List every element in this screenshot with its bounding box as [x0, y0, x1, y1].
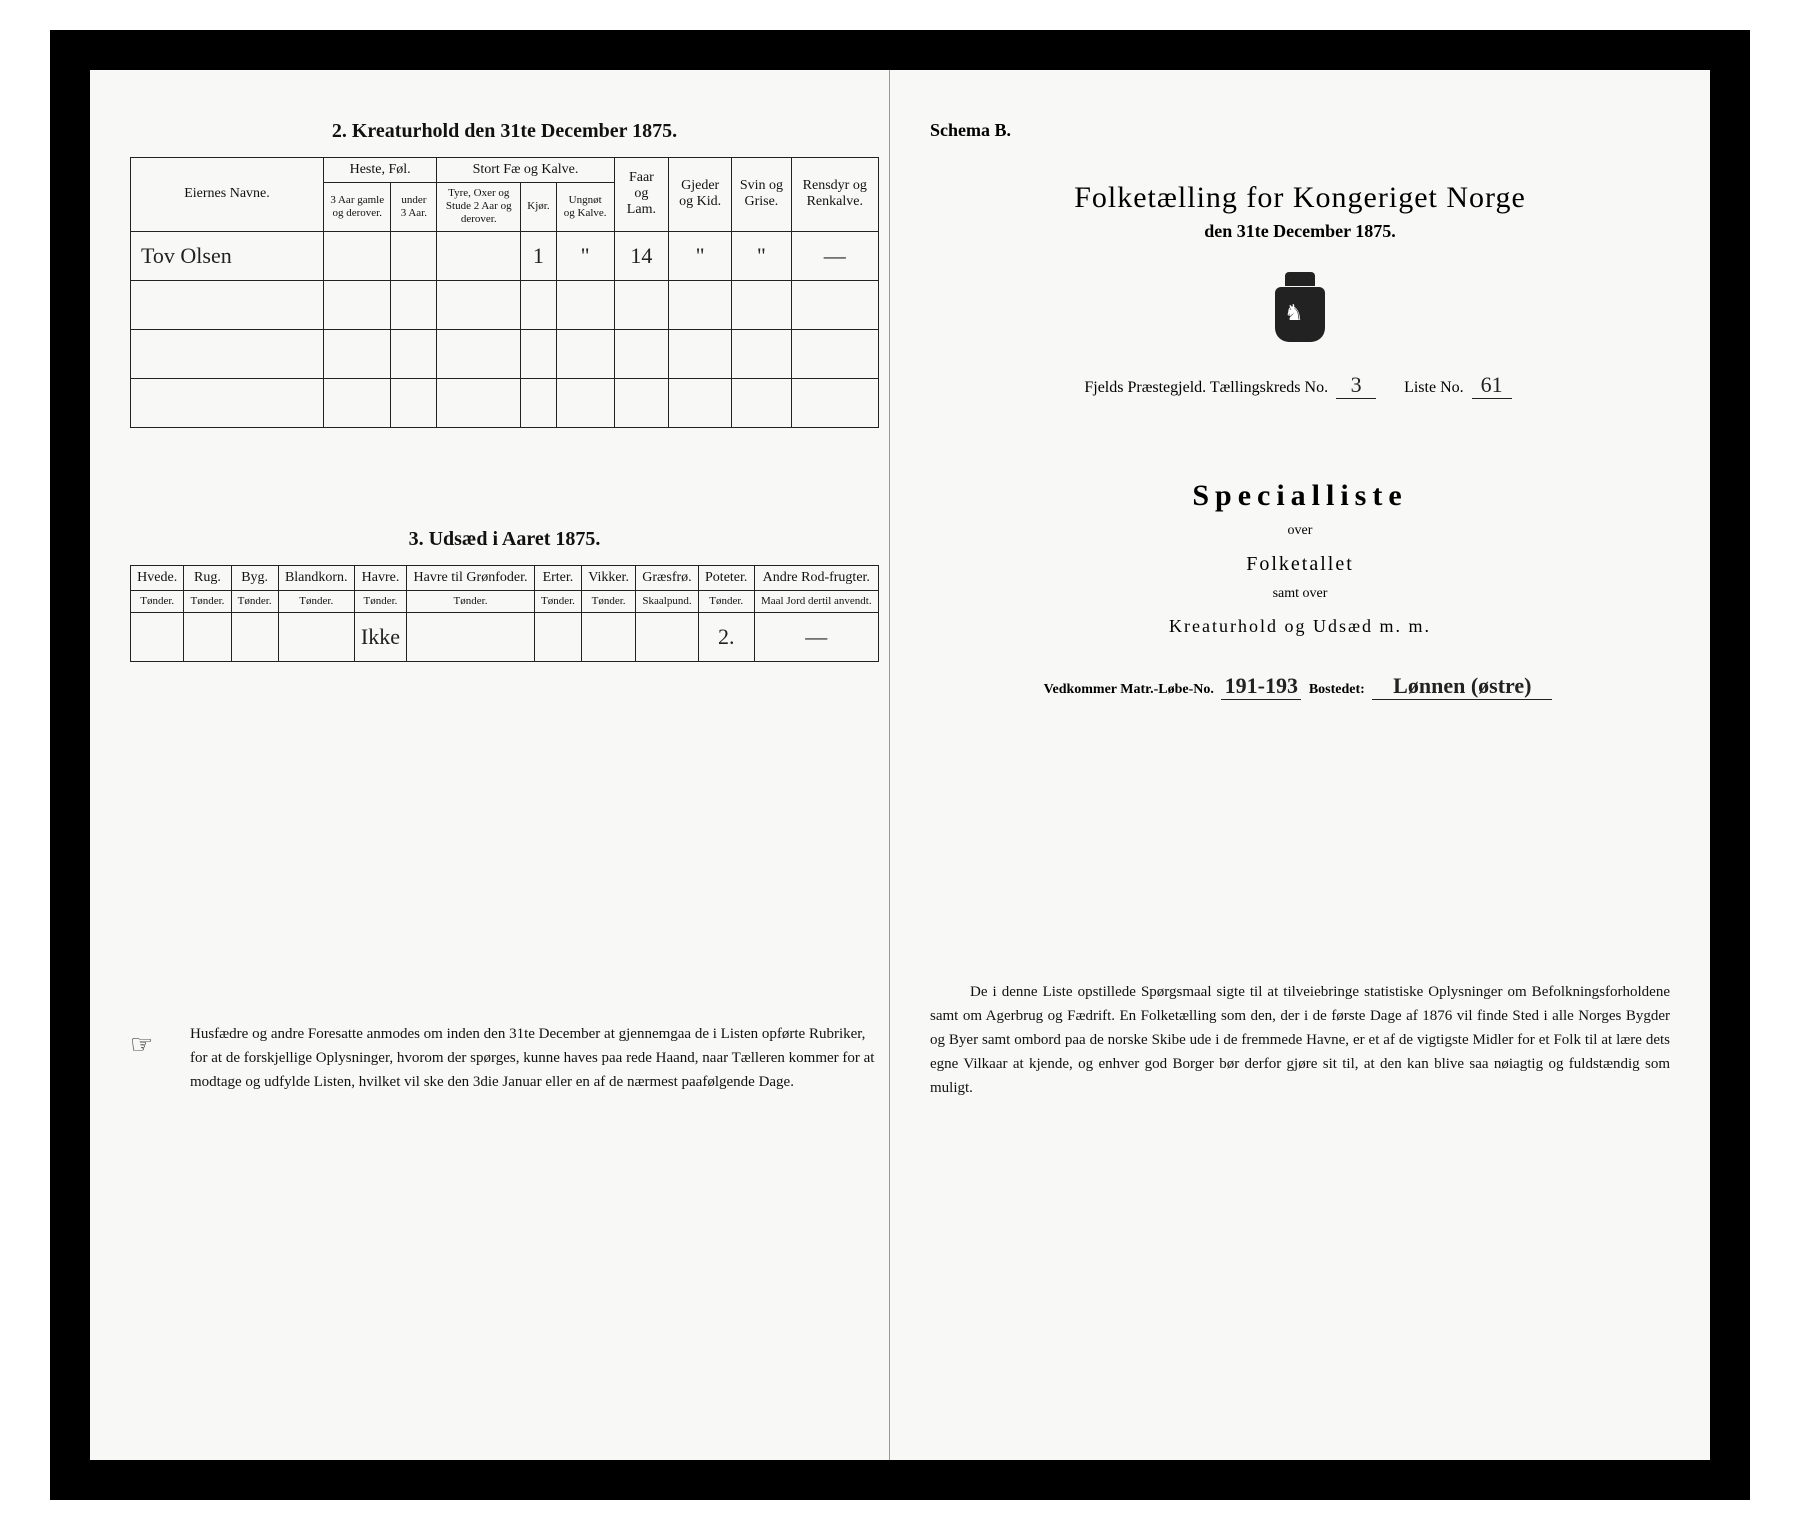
unit: Tønder. [278, 590, 354, 612]
col: Havre til Grønfoder. [407, 565, 535, 590]
table-kreaturhold: Eiernes Navne. Heste, Føl. Stort Fæ og K… [130, 157, 879, 428]
bosted-label: Bostedet: [1309, 682, 1365, 697]
over-label: over [930, 523, 1670, 539]
cell [534, 612, 581, 661]
schema-label: Schema B. [930, 120, 1670, 141]
col: Havre. [354, 565, 406, 590]
col: Hvede. [131, 565, 184, 590]
page-right: Schema B. Folketælling for Kongeriget No… [890, 70, 1710, 1460]
folketallet-label: Folketallet [930, 553, 1670, 576]
cell: 2. [698, 612, 754, 661]
census-date: den 31te December 1875. [930, 221, 1670, 242]
unit: Tønder. [354, 590, 406, 612]
col: Rug. [184, 565, 231, 590]
table3-units-row: Tønder. Tønder. Tønder. Tønder. Tønder. … [131, 590, 879, 612]
cell: — [754, 612, 878, 661]
kreatur-label: Kreaturhold og Udsæd m. m. [930, 616, 1670, 637]
unit: Tønder. [582, 590, 636, 612]
bosted: Lønnen (østre) [1372, 673, 1552, 700]
unit: Tønder. [131, 590, 184, 612]
col-gjeder: Gjeder og Kid. [669, 158, 732, 232]
page-left: 2. Kreaturhold den 31te December 1875. E… [90, 70, 890, 1460]
cell: " [669, 231, 732, 280]
col-eiernes: Eiernes Navne. [131, 158, 324, 232]
cell [278, 612, 354, 661]
cell [407, 612, 535, 661]
cell [231, 612, 278, 661]
table-udsaed: Hvede. Rug. Byg. Blandkorn. Havre. Havre… [130, 565, 879, 662]
census-title: Folketælling for Kongeriget Norge [930, 181, 1670, 215]
col: Græsfrø. [636, 565, 699, 590]
col-svin: Svin og Grise. [732, 158, 791, 232]
kreds-line: Fjelds Præstegjeld. Tællingskreds No. 3 … [930, 372, 1670, 399]
col: Poteter. [698, 565, 754, 590]
unit: Tønder. [407, 590, 535, 612]
samt-label: samt over [930, 586, 1670, 602]
unit: Maal Jord dertil anvendt. [754, 590, 878, 612]
section2-title: 2. Kreaturhold den 31te December 1875. [130, 120, 879, 143]
pointing-hand-icon: ☞ [130, 1024, 153, 1066]
sub-stor3: Ungnøt og Kalve. [556, 183, 614, 232]
col: Vikker. [582, 565, 636, 590]
cell [582, 612, 636, 661]
specialliste-title: Specialliste [930, 479, 1670, 513]
document-viewer: 2. Kreaturhold den 31te December 1875. E… [0, 0, 1815, 1536]
coat-of-arms-icon: ♞ [1270, 272, 1330, 342]
unit: Tønder. [698, 590, 754, 612]
cell: 1 [521, 231, 556, 280]
col-rensdyr: Rensdyr og Renkalve. [791, 158, 878, 232]
table3-head-row: Hvede. Rug. Byg. Blandkorn. Havre. Havre… [131, 565, 879, 590]
liste-no: 61 [1472, 372, 1512, 399]
col: Byg. [231, 565, 278, 590]
section3-title: 3. Udsæd i Aaret 1875. [130, 528, 879, 551]
matr-no: 191-193 [1221, 673, 1301, 700]
col-faar: Faar og Lam. [614, 158, 668, 232]
unit: Tønder. [231, 590, 278, 612]
sub-stor1: Tyre, Oxer og Stude 2 Aar og derover. [437, 183, 521, 232]
cell: " [732, 231, 791, 280]
note-text: Husfædre og andre Foresatte anmodes om i… [190, 1026, 874, 1090]
cell: " [556, 231, 614, 280]
left-footnote: ☞ Husfædre og andre Foresatte anmodes om… [130, 1022, 879, 1094]
kreds-no: 3 [1336, 372, 1376, 399]
cell: Ikke [354, 612, 406, 661]
grp-heste: Heste, Føl. [324, 158, 437, 183]
cell [324, 231, 391, 280]
unit: Skaalpund. [636, 590, 699, 612]
cell [636, 612, 699, 661]
cell [391, 231, 437, 280]
sub-heste1: 3 Aar gamle og derover. [324, 183, 391, 232]
cell: 14 [614, 231, 668, 280]
cell [131, 612, 184, 661]
cell: — [791, 231, 878, 280]
col: Andre Rod-frugter. [754, 565, 878, 590]
sub-stor2: Kjør. [521, 183, 556, 232]
vedkommer-line: Vedkommer Matr.-Løbe-No. 191-193 Bostede… [930, 673, 1670, 700]
info-paragraph: De i denne Liste opstillede Spørgsmaal s… [930, 980, 1670, 1100]
row-name: Tov Olsen [131, 231, 324, 280]
unit: Tønder. [184, 590, 231, 612]
prestegjeld-label: Fjelds Præstegjeld. Tællingskreds No. [1084, 379, 1328, 396]
scan-frame: 2. Kreaturhold den 31te December 1875. E… [50, 30, 1750, 1500]
liste-label: Liste No. [1404, 379, 1464, 396]
unit: Tønder. [534, 590, 581, 612]
cell [184, 612, 231, 661]
sub-heste2: under 3 Aar. [391, 183, 437, 232]
col: Erter. [534, 565, 581, 590]
col: Blandkorn. [278, 565, 354, 590]
vedkommer-label: Vedkommer Matr.-Løbe-No. [1044, 682, 1214, 697]
cell [437, 231, 521, 280]
grp-storfe: Stort Fæ og Kalve. [437, 158, 614, 183]
